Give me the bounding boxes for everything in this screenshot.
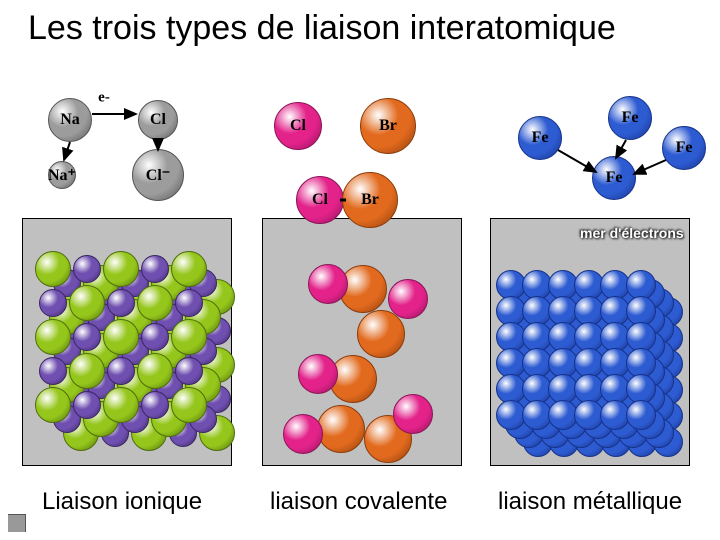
caption-metal: liaison métallique bbox=[498, 488, 682, 516]
panel-metal bbox=[490, 218, 690, 466]
slide-corner-notch bbox=[8, 514, 26, 532]
caption-ionic: Liaison ionique bbox=[42, 488, 202, 516]
panel-covalent bbox=[262, 218, 462, 466]
page-title: Les trois types de liaison interatomique bbox=[28, 10, 616, 47]
panel-ionic bbox=[22, 218, 232, 466]
caption-covalent: liaison covalente bbox=[270, 488, 447, 516]
sea-of-electrons-label: mer d'électrons bbox=[580, 225, 684, 241]
